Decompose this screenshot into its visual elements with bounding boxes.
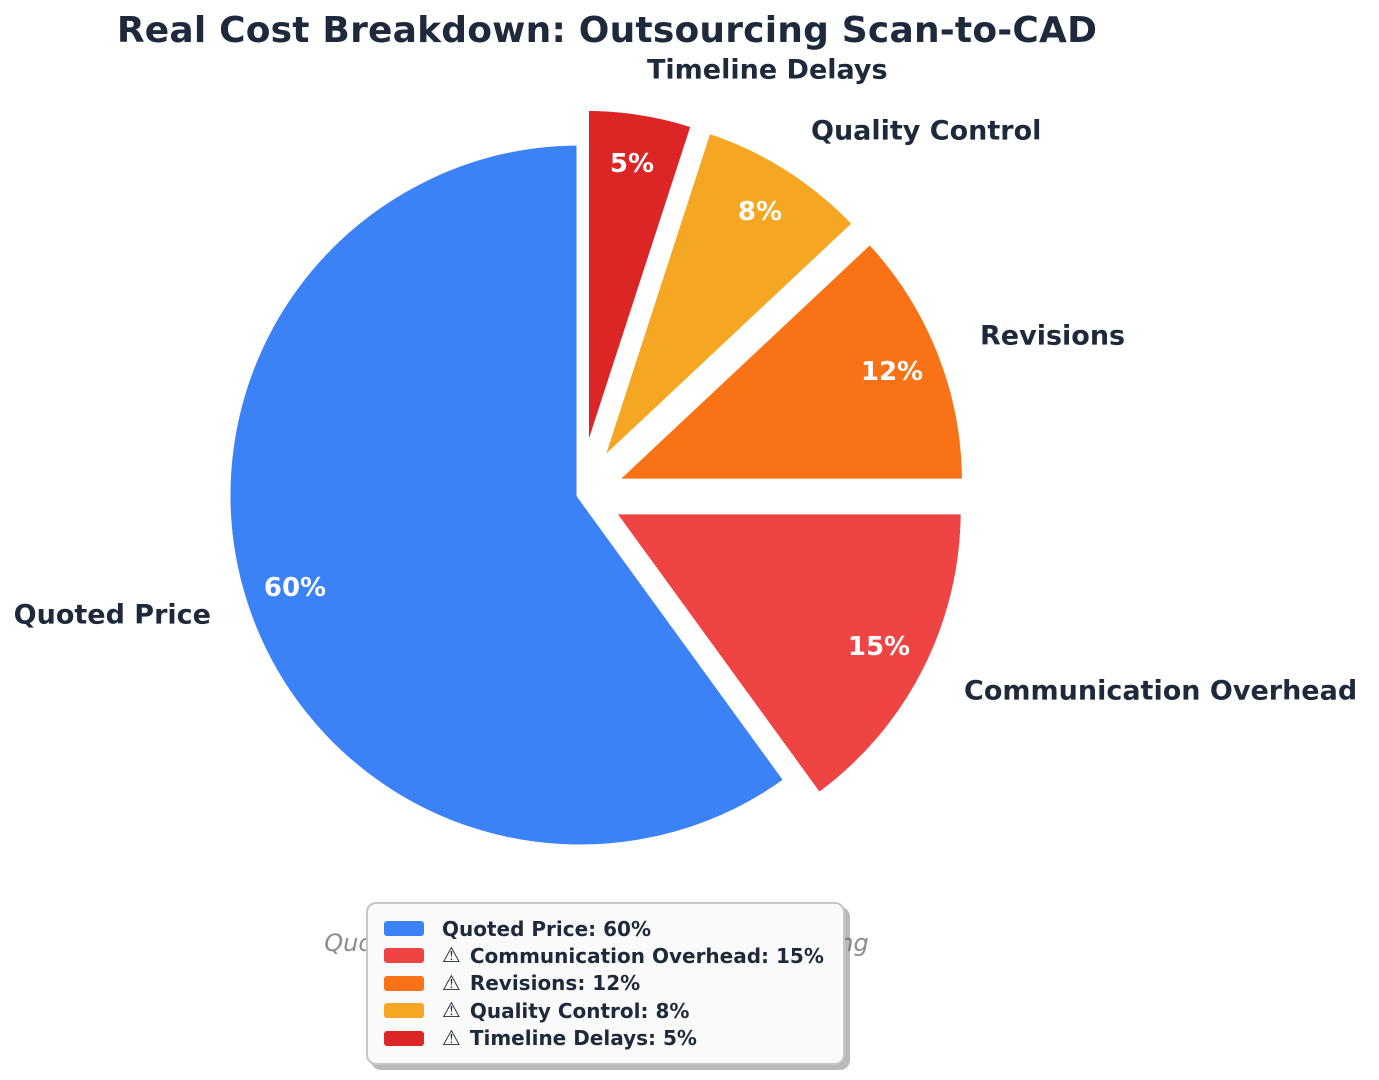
- legend-item-label: Quoted Price: 60%: [442, 916, 652, 941]
- pie-percent-label-quoted-price: 60%: [264, 573, 326, 603]
- pie-slice-revisions: [609, 237, 969, 486]
- pie-slice-quoted-price: [223, 138, 791, 852]
- pie-percent-label-revisions: 12%: [861, 357, 923, 387]
- warning-icon: ⚠: [442, 1025, 461, 1050]
- legend: Quoted Price: 60% ⚠ Communication Overhead…: [366, 902, 845, 1065]
- legend-item-label: Communication Overhead: 15%: [469, 943, 824, 968]
- legend-item: ⚠ Revisions: 12%: [384, 970, 827, 995]
- chart-title: Real Cost Breakdown: Outsourcing Scan-to…: [116, 10, 1098, 51]
- legend-item: ⚠ Communication Overhead: 15%: [384, 945, 827, 966]
- pie-slice-name-timeline-delays: Timeline Delays: [647, 55, 888, 86]
- warning-icon: ⚠: [442, 998, 461, 1022]
- legend-swatch: [384, 1003, 424, 1018]
- legend-swatch: [384, 975, 424, 991]
- legend-item: ⚠ Timeline Delays: 5%: [384, 1025, 827, 1050]
- warning-icon: ⚠: [442, 970, 461, 995]
- pie-slice-name-quoted-price: Quoted Price: [14, 600, 211, 631]
- pie-percent-label-communication-overhead: 15%: [848, 632, 910, 662]
- legend-item-label: Timeline Delays: 5%: [469, 1026, 697, 1050]
- pie-slice-name-quality-control: Quality Control: [811, 116, 1041, 147]
- legend-swatch: [384, 921, 424, 936]
- legend-swatch: [384, 948, 424, 963]
- pie-slice-name-communication-overhead: Communication Overhead: [964, 676, 1357, 707]
- legend-item-label: Quality Control: 8%: [469, 998, 690, 1023]
- pie-percent-label-timeline-delays: 5%: [610, 149, 654, 179]
- pie-percent-label-quality-control: 8%: [738, 197, 782, 227]
- pie-slice-communication-overhead: [607, 507, 968, 800]
- warning-icon: ⚠: [442, 943, 461, 967]
- pie-slice-timeline-delays: [582, 103, 699, 464]
- pie-slice-name-revisions: Revisions: [980, 321, 1125, 352]
- legend-swatch: [384, 1030, 424, 1046]
- legend-item: Quoted Price: 60%: [384, 919, 827, 939]
- legend-item-label: Revisions: 12%: [469, 971, 641, 995]
- pie-slice-quality-control: [595, 126, 860, 469]
- legend-item: ⚠ Quality Control: 8%: [384, 1000, 827, 1021]
